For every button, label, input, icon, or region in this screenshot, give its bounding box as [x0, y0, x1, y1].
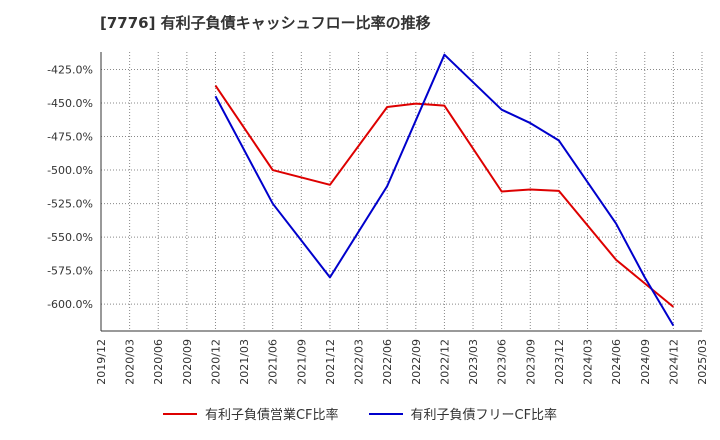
series-line-free-cf [214, 53, 675, 327]
y-tick-label: -450.0% [47, 97, 93, 110]
y-tick-label: -525.0% [47, 198, 93, 211]
legend: 有利子負債営業CF比率 有利子負債フリーCF比率 [0, 404, 720, 423]
x-tick-label: 2022/12 [438, 339, 451, 385]
legend-label-operating-cf: 有利子負債営業CF比率 [204, 408, 339, 423]
x-tick-label: 2021/06 [267, 339, 280, 385]
legend-swatch-operating-cf [162, 412, 197, 415]
y-tick-label: -425.0% [47, 63, 93, 76]
x-tick-label: 2021/09 [295, 339, 308, 385]
legend-item-free-cf: 有利子負債フリーCF比率 [368, 404, 558, 423]
y-tick-label: -575.0% [47, 265, 93, 278]
x-tick-label: 2022/09 [410, 339, 423, 385]
x-tick-label: 2025/03 [696, 339, 709, 385]
x-tick-label: 2024/03 [582, 339, 595, 385]
x-tick-label: 2023/03 [467, 339, 480, 385]
x-tick-label: 2019/12 [95, 339, 108, 385]
legend-item-operating-cf: 有利子負債営業CF比率 [162, 404, 339, 423]
x-tick-label: 2022/03 [353, 339, 366, 385]
legend-swatch-free-cf [368, 412, 403, 415]
x-tick-label: 2020/03 [124, 339, 137, 385]
plot-area [101, 52, 702, 331]
y-tick-label: -475.0% [47, 131, 93, 144]
series-line-operating-cf [214, 84, 675, 308]
x-tick-label: 2021/12 [324, 339, 337, 385]
legend-label-free-cf: 有利子負債フリーCF比率 [410, 408, 558, 423]
chart-title: [7776] 有利子負債キャッシュフロー比率の推移 [100, 14, 431, 32]
x-tick-label: 2023/06 [496, 339, 509, 385]
x-tick-label: 2023/09 [524, 339, 537, 385]
x-tick-label: 2024/12 [667, 339, 680, 385]
y-tick-label: -550.0% [47, 231, 93, 244]
x-tick-label: 2024/09 [639, 339, 652, 385]
x-tick-label: 2020/12 [209, 339, 222, 385]
x-tick-label: 2022/06 [381, 339, 394, 385]
y-tick-label: -500.0% [47, 164, 93, 177]
x-tick-label: 2023/12 [553, 339, 566, 385]
x-tick-label: 2021/03 [238, 339, 251, 385]
x-tick-label: 2024/06 [610, 339, 623, 385]
x-tick-label: 2020/06 [152, 339, 165, 385]
y-tick-label: -600.0% [47, 298, 93, 311]
x-tick-label: 2020/09 [181, 339, 194, 385]
